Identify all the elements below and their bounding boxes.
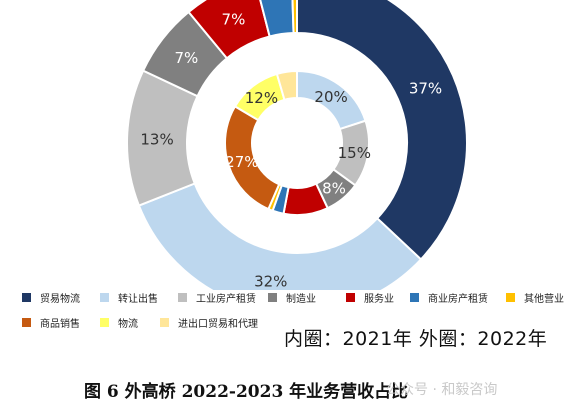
legend-label: 服务业 (364, 294, 394, 305)
legend-item: 物流 (100, 315, 138, 330)
inner-label-1: 15% (338, 144, 371, 162)
legend-item: 工业房产租赁 (178, 290, 256, 305)
legend-label: 转让出售 (118, 294, 158, 305)
outer-slice-1 (137, 182, 423, 290)
outer-label-3: 7% (174, 49, 198, 67)
inner-label-0: 20% (314, 88, 347, 106)
legend-item: 贸易物流 (22, 290, 80, 305)
inner-label-6: 27% (225, 153, 258, 171)
outer-label-0: 37% (409, 79, 442, 97)
slice-labels: 37% 32% 13% 7% 7% 20% 15% 8% 27% 12% (140, 10, 442, 290)
legend-item: 商品销售 (22, 315, 80, 330)
outer-slice-0 (296, 0, 468, 261)
inner-ring-2021 (224, 69, 370, 216)
legend-label: 工业房产租赁 (196, 294, 256, 305)
legend-swatch (268, 293, 277, 302)
legend-label: 制造业 (286, 294, 316, 305)
legend-swatch (100, 318, 109, 327)
legend-swatch (506, 293, 515, 302)
legend-swatch (410, 293, 419, 302)
legend-swatch (100, 293, 109, 302)
legend-swatch (160, 318, 169, 327)
inner-slice-8 (275, 69, 298, 102)
figure-caption: 图 6 外高桥 2022-2023 年业务营收占比 (84, 382, 409, 402)
legend-item: 转让出售 (100, 290, 158, 305)
legend-item: 制造业 (268, 290, 316, 305)
inner-label-7: 12% (245, 89, 278, 107)
legend-label: 商业房产租赁 (428, 294, 488, 305)
legend-swatch (22, 293, 31, 302)
outer-slice-6 (291, 0, 298, 35)
legend-label: 物流 (118, 319, 138, 330)
watermark-text: 公众号 · 和毅咨询 (386, 382, 498, 398)
legend-item: 进出口贸易和代理 (160, 315, 258, 330)
legend-item: 服务业 (346, 290, 394, 305)
legend-swatch (346, 293, 355, 302)
legend-swatch (22, 318, 31, 327)
nested-donut-chart: 37% 32% 13% 7% 7% 20% 15% 8% 27% 12% (126, 0, 468, 290)
outer-ring-2022 (126, 0, 468, 290)
legend-label: 商品销售 (40, 319, 80, 330)
legend-label: 贸易物流 (40, 294, 80, 305)
legend-item: 商业房产租赁 (410, 290, 488, 305)
outer-label-1: 32% (254, 273, 287, 290)
outer-label-4: 7% (222, 10, 246, 28)
legend-label: 进出口贸易和代理 (178, 319, 258, 330)
outer-label-2: 13% (140, 131, 173, 149)
legend-item: 其他营业 (506, 290, 564, 305)
inner-label-2: 8% (322, 180, 346, 198)
legend-label: 其他营业 (524, 294, 564, 305)
legend-swatch (178, 293, 187, 302)
ring-note: 内圈：2021年 外圈：2022年 (284, 328, 548, 350)
